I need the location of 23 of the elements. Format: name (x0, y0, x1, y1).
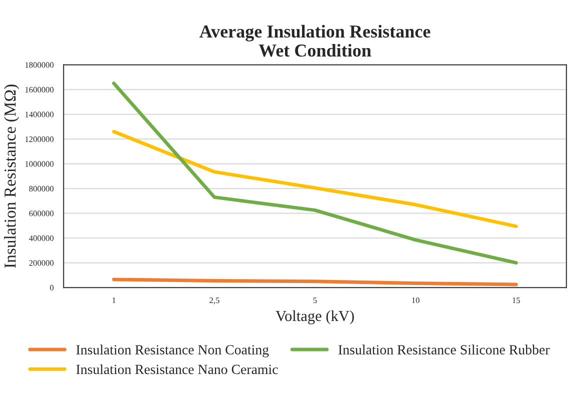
legend-label: Insulation Resistance Nano Ceramic (76, 364, 278, 374)
x-axis-title: Voltage (kV) (276, 310, 354, 324)
y-tick-label: 800000 (29, 186, 54, 192)
x-tick-label: 10 (412, 298, 420, 304)
y-tick-label: 600000 (29, 210, 54, 216)
x-tick-label: 1 (112, 298, 116, 304)
y-tick-label: 400000 (29, 235, 54, 242)
y-tick-label: 200000 (29, 260, 54, 266)
chart-title: Average Insulation Resistance Wet Condition (200, 24, 430, 57)
line-series (112, 82, 518, 265)
legend-label: Insulation Resistance Silicone Rubber (338, 344, 550, 354)
y-tick-label: 1000000 (25, 161, 54, 167)
y-axis-title: Insulation Resistance (MΩ) (4, 84, 20, 268)
y-tick-label: 1200000 (25, 136, 54, 142)
legend-label: Insulation Resistance Non Coating (76, 344, 269, 358)
x-tick-label: 15 (512, 298, 520, 304)
y-tick-label: 0 (50, 284, 54, 291)
y-tick-label: 1400000 (25, 112, 54, 118)
x-tick-label: 5 (313, 298, 317, 304)
y-tick-label: 1800000 (25, 62, 54, 68)
line-series (112, 130, 518, 228)
x-tick-label: 2,5 (210, 298, 220, 304)
y-tick-label: 1600000 (25, 86, 54, 93)
